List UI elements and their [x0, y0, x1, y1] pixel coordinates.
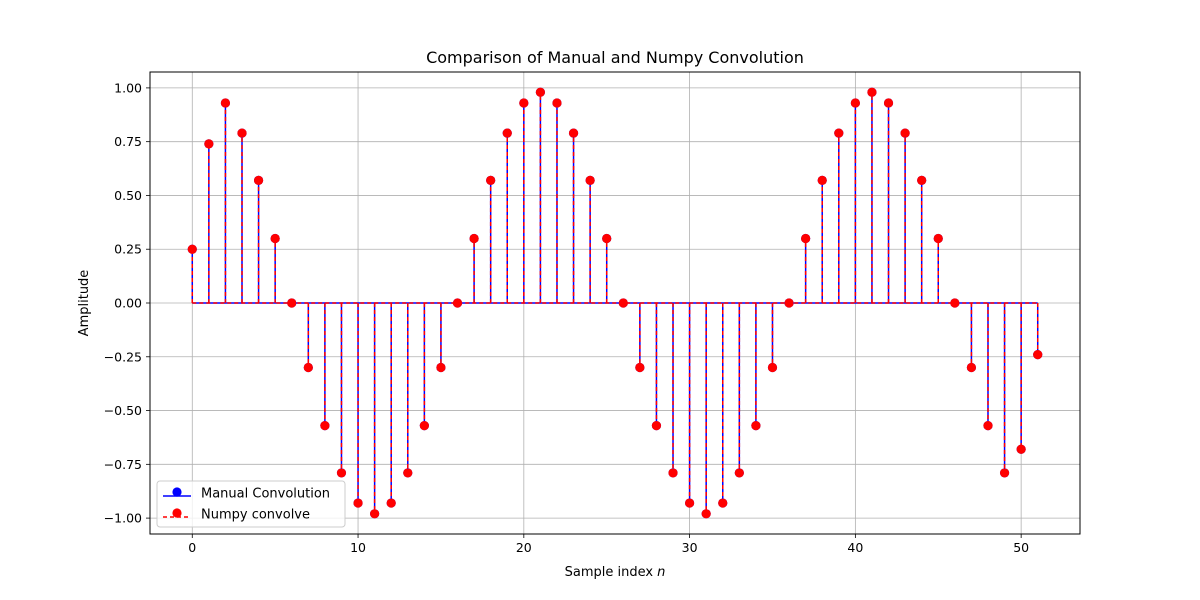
- stem-marker: [535, 87, 546, 97]
- y-axis: −1.00 −0.75 −0.50 −0.25 0.00 0.25 0.50 0.75 1.00: [104, 80, 150, 526]
- x-tick-label: 0: [188, 540, 196, 555]
- stem-marker: [469, 233, 479, 244]
- x-axis-label: Sample index n: [565, 565, 666, 580]
- x-axis-label-text: Sample index: [565, 565, 654, 580]
- y-tick-label: −0.50: [104, 403, 142, 418]
- stem-marker: [403, 468, 413, 478]
- stem-marker: [983, 421, 993, 431]
- stem-marker: [436, 362, 446, 373]
- x-tick-label: 50: [1013, 540, 1029, 555]
- y-tick-label: −0.25: [104, 349, 142, 364]
- stem-marker: [668, 468, 678, 478]
- stem-marker: [933, 233, 943, 244]
- y-tick-label: 0.25: [114, 242, 142, 257]
- stem-marker: [817, 175, 827, 185]
- stem-marker: [253, 175, 264, 185]
- stem-marker: [999, 468, 1010, 478]
- x-axis: 0 10 20 30 40 50: [188, 534, 1029, 555]
- series-2: [187, 87, 1043, 519]
- stem-marker: [602, 233, 612, 244]
- stem-marker: [303, 362, 313, 373]
- stem-marker: [635, 362, 645, 373]
- legend-label: Numpy convolve: [201, 508, 310, 523]
- stem-marker: [618, 298, 628, 308]
- stem-marker: [767, 362, 778, 373]
- x-tick-label: 30: [682, 540, 698, 555]
- stem-marker: [452, 298, 463, 308]
- stem-marker: [917, 175, 927, 185]
- legend-entry: Numpy convolve: [163, 508, 310, 523]
- legend-label: Manual Convolution: [201, 487, 330, 502]
- x-tick-label: 10: [350, 540, 366, 555]
- stem-marker: [502, 128, 512, 138]
- stem-marker: [1033, 350, 1043, 360]
- stem-marker: [684, 498, 695, 508]
- stem-marker: [718, 498, 728, 508]
- stem-marker: [784, 298, 794, 308]
- legend-marker: [172, 508, 182, 518]
- legend-entries: Manual Convolution Numpy convolve: [163, 487, 330, 523]
- x-tick-label: 20: [516, 540, 532, 555]
- y-tick-label: −1.00: [104, 511, 142, 526]
- stem-marker: [1016, 444, 1026, 454]
- stem-marker: [900, 128, 910, 138]
- x-tick-label: 40: [847, 540, 863, 555]
- series-layer: [187, 87, 1043, 519]
- legend-box: [156, 480, 346, 528]
- y-tick-label: −0.75: [104, 457, 142, 472]
- stem-marker: [883, 98, 894, 108]
- stem-marker: [187, 244, 197, 254]
- stem-marker: [950, 298, 960, 308]
- legend: Manual Convolution Numpy convolve: [156, 480, 346, 528]
- stem-marker: [287, 298, 297, 308]
- stem-marker: [320, 421, 330, 431]
- stem-marker: [386, 498, 396, 508]
- stem-marker: [751, 421, 761, 431]
- stem-marker: [220, 98, 231, 108]
- stem-marker: [519, 98, 529, 108]
- stem-marker: [370, 509, 380, 519]
- stem-marker: [850, 98, 860, 108]
- stem-marker: [734, 468, 744, 478]
- stem-marker: [204, 139, 214, 149]
- x-axis-label-var: n: [657, 565, 665, 580]
- stem-marker: [801, 233, 811, 244]
- stem-marker: [834, 128, 844, 138]
- stem-marker: [237, 128, 247, 138]
- stem-marker: [568, 128, 579, 138]
- y-tick-label: 0.00: [114, 296, 142, 311]
- stem-marker: [353, 498, 363, 508]
- stem-marker: [585, 175, 595, 185]
- legend-marker: [172, 487, 182, 497]
- stem-marker: [270, 233, 280, 244]
- stem-marker: [867, 87, 877, 97]
- y-tick-label: 1.00: [114, 80, 142, 95]
- legend-entry: Manual Convolution: [163, 487, 330, 502]
- stem-marker: [336, 468, 347, 478]
- y-axis-label: Amplitude: [77, 270, 92, 337]
- stem-marker: [651, 421, 662, 431]
- chart-title: Comparison of Manual and Numpy Convoluti…: [426, 48, 804, 67]
- stem-marker: [419, 421, 429, 431]
- stem-marker: [701, 509, 711, 519]
- stem-marker: [552, 98, 562, 108]
- stem-marker: [486, 175, 496, 185]
- stem-marker: [966, 362, 977, 373]
- y-tick-label: 0.50: [114, 188, 142, 203]
- y-tick-label: 0.75: [114, 134, 142, 149]
